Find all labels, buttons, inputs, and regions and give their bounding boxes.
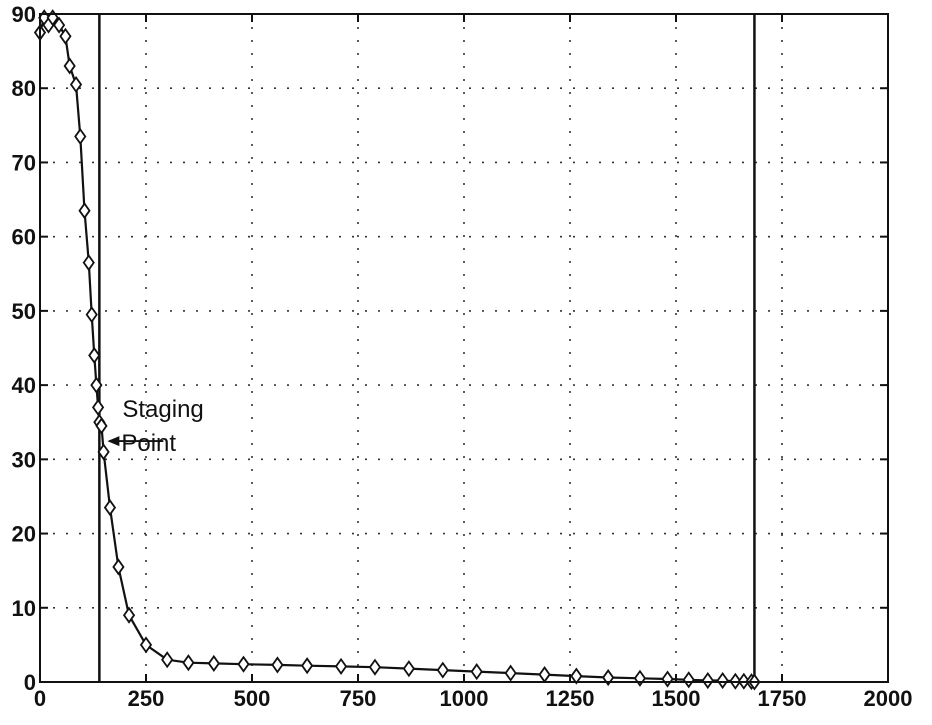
annotation-arrow-head — [107, 436, 120, 447]
x-tick-label: 500 — [234, 686, 271, 711]
data-point — [69, 75, 83, 94]
x-tick-label: 1750 — [758, 686, 807, 711]
reference-line-layer — [98, 14, 756, 682]
series-line — [38, 16, 755, 684]
data-point — [402, 660, 415, 678]
data-point — [161, 651, 174, 669]
data-point — [52, 16, 66, 34]
data-point — [82, 254, 95, 272]
y-tick-label: 30 — [12, 447, 36, 472]
data-point — [74, 127, 87, 146]
data-point — [504, 664, 517, 682]
y-tick-label: 70 — [12, 150, 36, 175]
data-point — [122, 606, 136, 624]
x-tick-label: 1250 — [546, 686, 595, 711]
annotation-text-line: Point — [121, 430, 176, 457]
x-tick-label: 2000 — [864, 686, 913, 711]
data-point — [570, 667, 583, 685]
data-point — [334, 657, 348, 675]
x-tick-label: 0 — [34, 686, 46, 711]
x-tick-label: 750 — [340, 686, 377, 711]
data-point — [97, 443, 110, 461]
y-tick-label: 10 — [12, 596, 36, 621]
data-point — [301, 657, 314, 675]
data-point — [682, 671, 695, 689]
y-tick-label: 80 — [12, 76, 36, 101]
data-point — [368, 658, 382, 676]
data-point — [63, 57, 76, 75]
y-tick-label: 40 — [12, 373, 36, 398]
tick-layer: 0 250 500 750 1000 1250 1500 1750 2000 0 10 20 30 40 5… — [12, 2, 913, 711]
data-point — [716, 671, 729, 690]
y-tick-label: 90 — [12, 2, 36, 27]
annotation-text-line: Staging — [122, 396, 203, 423]
data-point — [95, 417, 108, 435]
y-tick-label: 50 — [12, 299, 36, 324]
data-point — [470, 663, 483, 681]
data-point — [59, 27, 72, 45]
x-tick-label: 1000 — [440, 686, 489, 711]
series-layer — [33, 9, 761, 691]
data-point — [112, 558, 125, 576]
data-point — [701, 671, 714, 690]
y-tick-label: 60 — [12, 225, 36, 250]
data-point — [436, 661, 449, 679]
data-point — [88, 346, 101, 364]
data-point — [271, 656, 284, 674]
data-point — [78, 202, 91, 220]
y-tick-label: 0 — [24, 670, 36, 695]
data-point — [85, 306, 98, 324]
data-point — [103, 499, 117, 517]
data-point — [237, 655, 250, 673]
x-tick-label: 250 — [128, 686, 165, 711]
data-point — [182, 654, 195, 672]
data-point — [91, 398, 105, 416]
data-point — [90, 376, 103, 394]
data-point — [207, 654, 220, 672]
x-tick-label: 1500 — [652, 686, 701, 711]
data-point — [139, 636, 153, 654]
y-tick-label: 20 — [12, 522, 36, 547]
annotation-layer: Staging Point — [107, 396, 204, 457]
